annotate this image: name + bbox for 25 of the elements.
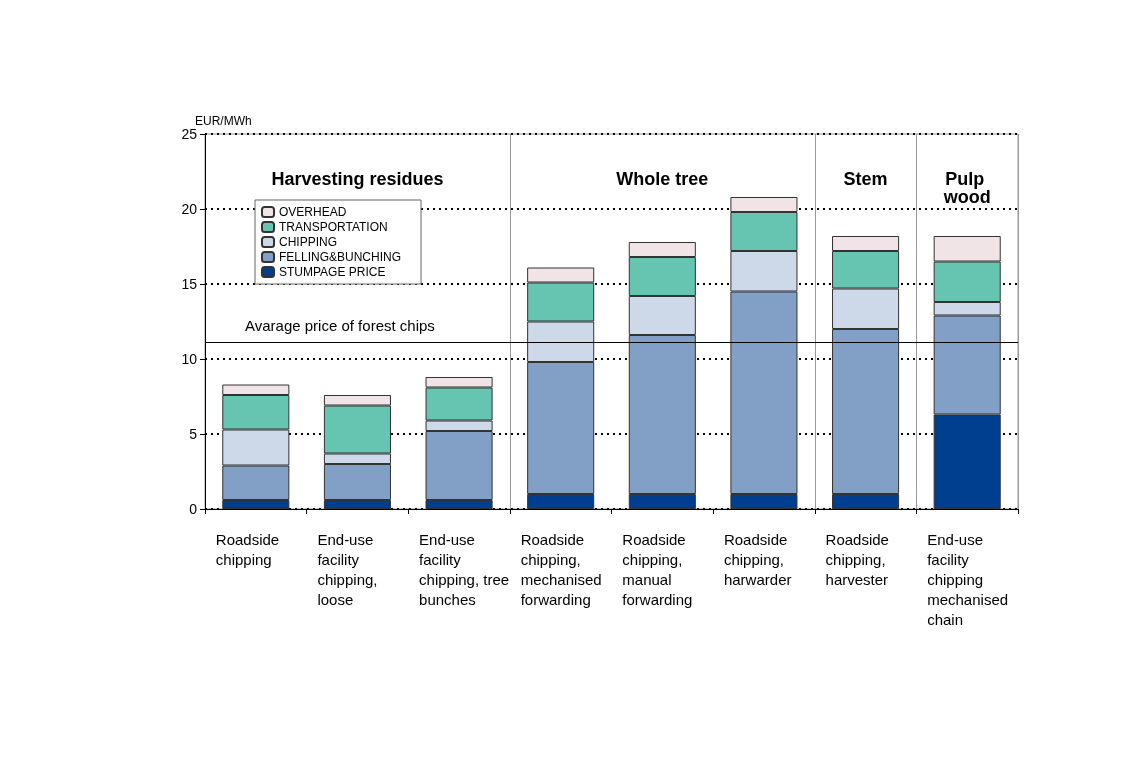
x-tick-label: End-use facility chipping mechanised chain [927,530,1013,628]
x-tick-label: Roadside chipping, harvester [825,530,894,588]
x-tick-label: Roadside chipping [215,530,284,568]
annotation: Whole tree [616,169,709,189]
y-tick-label: 15 [181,276,198,292]
x-tick-label: End-use facility chipping, tree bunches [419,530,514,608]
legend-label: OVERHEAD [279,205,347,219]
y-tick-label: 5 [189,426,198,442]
x-tick-label: Roadside chipping, mechanised forwarding [520,530,606,608]
y-tick-label: 20 [181,201,198,217]
legend-label: FELLING&BUNCHING [279,250,402,264]
y-tick-label: 10 [181,351,198,367]
annotation: Stem [843,169,888,189]
x-tick-label: Roadside chipping, harwarder [723,530,792,588]
y-axis-title: EUR/MWh [195,114,252,129]
legend-label: TRANSPORTATION [279,220,388,234]
y-tick-label: 25 [181,126,198,142]
legend-label: CHIPPING [279,235,338,249]
ref-line-label: Avarage price of forest chips [245,316,435,334]
y-tick-label: 0 [189,501,198,517]
x-tick-label: Roadside chipping, manual forwarding [622,530,693,608]
annotation: Pulp wood [942,169,991,207]
legend-label: STUMPAGE PRICE [279,265,386,279]
annotation: Harvesting residues [271,169,444,189]
x-tick-label: End-use facility chipping, loose [317,530,382,608]
